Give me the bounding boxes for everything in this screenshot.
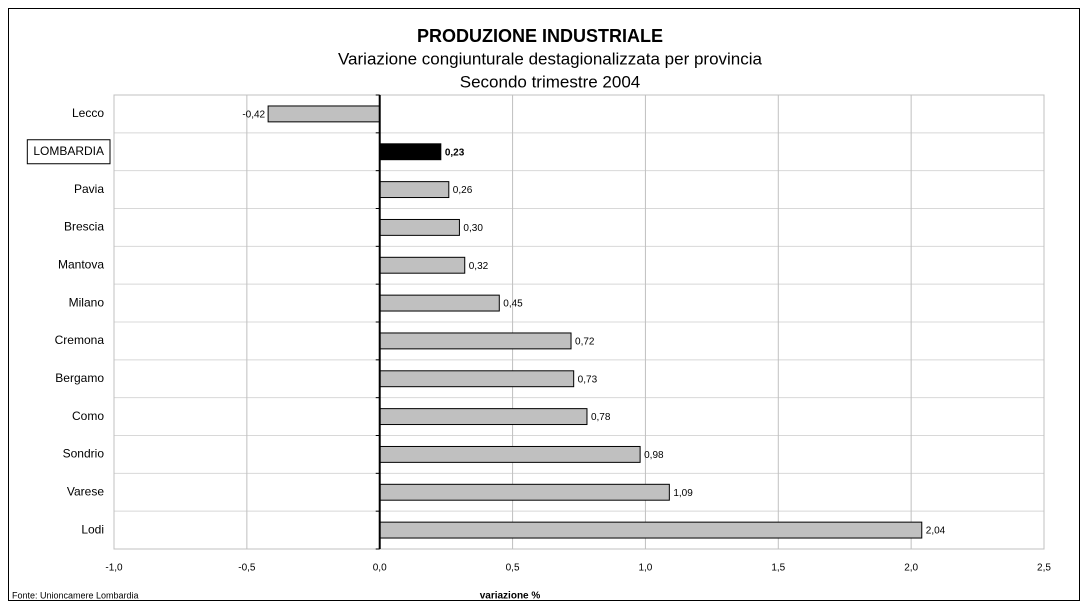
y-tick-label: Mantova <box>58 257 104 271</box>
bar <box>379 445 641 463</box>
y-tick-label: Lecco <box>72 106 104 120</box>
y-tick-label: Brescia <box>64 220 104 234</box>
bar <box>379 332 572 350</box>
x-tick-label: 1,0 <box>638 563 652 574</box>
value-label: 0,26 <box>453 185 473 196</box>
y-tick-label: LOMBARDIA <box>33 144 104 158</box>
bar <box>379 143 442 161</box>
x-tick-label: 1,5 <box>771 563 785 574</box>
y-tick-label: Milano <box>69 295 105 309</box>
chart-title: PRODUZIONE INDUSTRIALE <box>417 26 663 46</box>
bar <box>267 105 381 123</box>
x-tick-label: 2,0 <box>904 563 918 574</box>
y-tick-label: Lodi <box>81 522 104 536</box>
bar <box>379 370 575 388</box>
y-tick-label: Como <box>72 409 104 423</box>
chart-subtitle: Secondo trimestre 2004 <box>460 72 641 91</box>
y-tick-label: Cremona <box>55 333 105 347</box>
value-label: 0,78 <box>591 412 611 423</box>
y-tick-label: Sondrio <box>63 447 105 461</box>
x-tick-label: 2,5 <box>1037 563 1051 574</box>
bar <box>379 218 460 236</box>
bar <box>379 256 466 274</box>
highlight-box <box>26 139 111 165</box>
x-tick-label: -0,5 <box>238 563 256 574</box>
chart-subtitle: Variazione congiunturale destagionalizza… <box>338 49 763 68</box>
bar <box>379 483 670 501</box>
value-label: -0,42 <box>242 110 265 121</box>
x-tick-label: -1,0 <box>105 563 123 574</box>
x-tick-label: 0,5 <box>506 563 520 574</box>
bar <box>379 294 500 312</box>
bar <box>379 181 450 199</box>
y-tick-label: Bergamo <box>55 371 104 385</box>
value-label: 1,09 <box>673 488 693 499</box>
value-label: 0,73 <box>578 374 598 385</box>
value-label: 0,72 <box>575 337 595 348</box>
y-tick-label: Varese <box>67 484 104 498</box>
source-note: Fonte: Unioncamere Lombardia <box>12 590 139 600</box>
value-label: 2,04 <box>926 526 946 537</box>
value-label: 0,98 <box>644 450 664 461</box>
x-tick-label: 0,0 <box>373 563 387 574</box>
value-label: 0,45 <box>503 299 523 310</box>
y-tick-label: Pavia <box>74 182 104 196</box>
bar <box>379 521 923 539</box>
value-label: 0,23 <box>445 147 465 158</box>
x-axis-label: variazione % <box>480 591 541 602</box>
bar <box>379 408 588 426</box>
value-label: 0,32 <box>469 261 489 272</box>
value-label: 0,30 <box>463 223 483 234</box>
